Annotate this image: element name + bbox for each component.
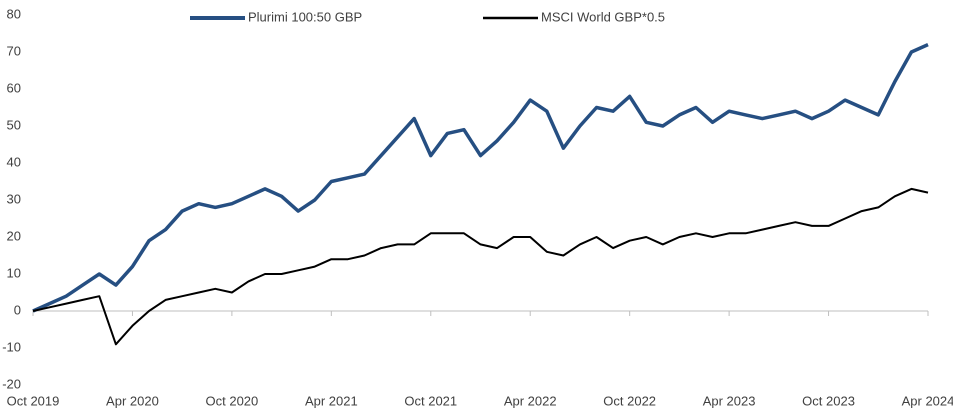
y-tick-label: 40 <box>7 154 21 169</box>
x-tick-label: Oct 2019 <box>7 393 60 408</box>
series-line <box>32 43 929 313</box>
x-tick-label: Apr 2021 <box>305 393 358 408</box>
y-tick-label: 20 <box>7 228 21 243</box>
x-tick-label: Apr 2024 <box>902 393 953 408</box>
x-tick-label: Oct 2023 <box>802 393 855 408</box>
y-tick-label: 80 <box>7 6 21 21</box>
x-tick-label: Oct 2021 <box>404 393 457 408</box>
y-tick-label: -10 <box>2 339 21 354</box>
y-tick-label: 30 <box>7 191 21 206</box>
legend-label: Plurimi 100:50 GBP <box>248 9 362 24</box>
y-tick-label: 0 <box>14 302 21 317</box>
x-tick-label: Oct 2022 <box>603 393 656 408</box>
y-tick-label: 50 <box>7 117 21 132</box>
legend-label: MSCI World GBP*0.5 <box>541 9 665 24</box>
y-tick-label: 60 <box>7 80 21 95</box>
y-tick-label: 10 <box>7 265 21 280</box>
x-tick-label: Apr 2023 <box>703 393 756 408</box>
series-line <box>32 187 929 346</box>
x-tick-label: Apr 2022 <box>504 393 557 408</box>
x-tick-label: Apr 2020 <box>106 393 159 408</box>
y-tick-label: -20 <box>2 376 21 391</box>
y-tick-label: 70 <box>7 43 21 58</box>
x-tick-label: Oct 2020 <box>206 393 259 408</box>
